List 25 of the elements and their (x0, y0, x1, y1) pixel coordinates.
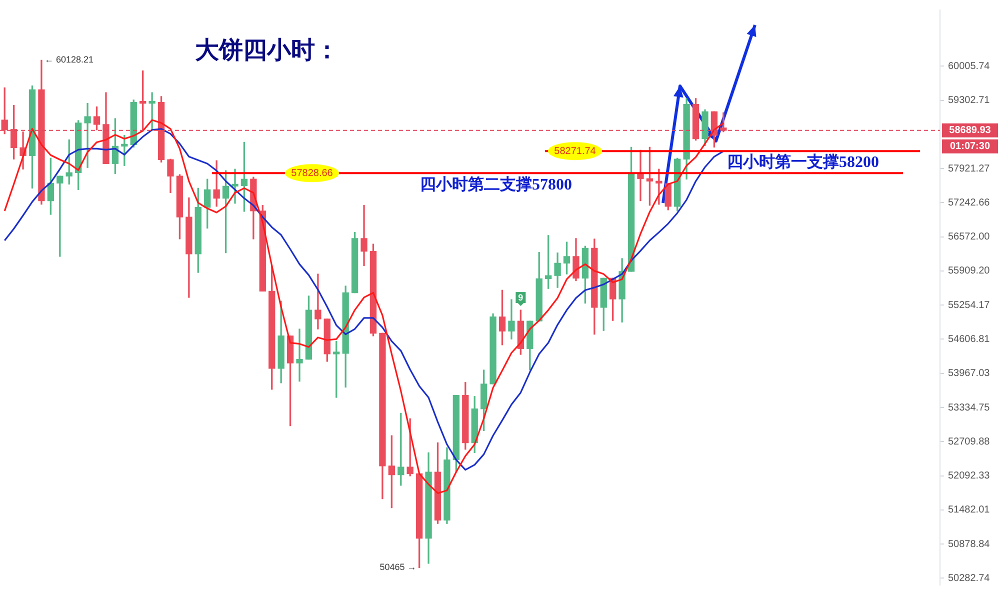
y-tick-label: 59302.71 (948, 95, 990, 106)
y-tick-label: 51482.01 (948, 504, 990, 516)
y-tick-label: 52092.33 (948, 470, 990, 482)
y-tick-label: 52709.88 (948, 436, 990, 448)
y-tick-label: 54606.81 (948, 334, 990, 345)
ref-line-label: 57828.66 (291, 168, 334, 179)
text: 大饼四小时： (195, 36, 339, 66)
y-tick-label: 55254.17 (948, 300, 990, 311)
annotation: 四小时第二支撑57800 (420, 175, 572, 194)
y-tick-label: 57242.66 (948, 197, 990, 208)
annotation: 9 (518, 292, 524, 303)
y-tick-label: 56572.00 (948, 232, 990, 243)
ref-line-label: 58689.93 (949, 125, 992, 136)
text: 01:07:30 (950, 141, 990, 152)
y-tick-label: 57921.27 (948, 163, 990, 174)
annotation: 50465 → (380, 562, 416, 572)
y-tick-label: 50878.84 (948, 538, 990, 550)
y-tick-label: 55909.20 (948, 266, 990, 277)
y-tick-label: 53967.03 (948, 368, 990, 380)
annotation: ← 60128.21 (44, 54, 94, 65)
annotation: 四小时第一支撑58200 (727, 153, 879, 172)
y-tick-label: 60005.74 (948, 60, 990, 72)
y-tick-label: 53334.75 (948, 402, 990, 414)
ref-line-label: 58271.74 (554, 146, 596, 157)
y-tick-label: 50282.74 (948, 572, 990, 584)
